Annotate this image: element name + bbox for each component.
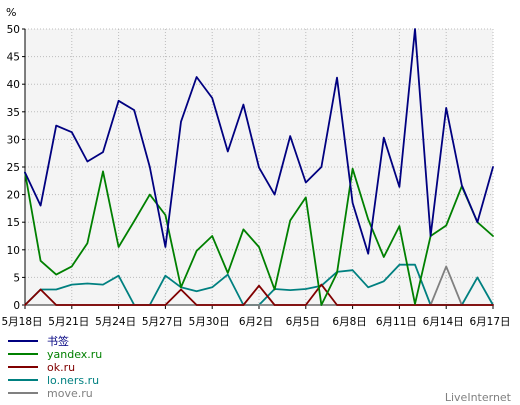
x-tick-label: 6月2日 [239, 316, 273, 328]
y-tick-label: 0 [13, 300, 20, 312]
brand-label: LiveInternet [445, 391, 512, 404]
x-tick-label: 5月27日 [142, 316, 183, 328]
legend-item-bookmarks: 书签 [8, 334, 69, 348]
legend-label: lo.ners.ru [47, 374, 99, 387]
legend-label: 书签 [47, 334, 69, 348]
x-tick-label: 6月11日 [376, 316, 417, 328]
x-tick-label: 5月24日 [95, 316, 136, 328]
legend-label: ok.ru [47, 361, 75, 374]
y-tick-label: 40 [7, 79, 20, 91]
legend-label: yandex.ru [47, 348, 102, 361]
legend-item-loners: lo.ners.ru [8, 374, 99, 387]
y-tick-label: 10 [7, 245, 20, 257]
y-tick-label: 45 [7, 52, 20, 64]
x-axis: 5月18日 5月21日 5月24日 5月27日 5月30日 6月2日 6月5日 6月8日 6月1… [1, 305, 511, 328]
y-axis: 0 5 10 15 20 25 30 35 40 45 50 [7, 24, 25, 312]
y-tick-label: 15 [7, 217, 20, 229]
legend-item-move: move.ru [8, 387, 93, 400]
x-tick-label: 6月8日 [332, 316, 366, 328]
y-tick-label: 30 [7, 134, 20, 146]
series-group [24, 28, 494, 306]
x-tick-label: 5月18日 [1, 316, 42, 328]
x-tick-label: 6月14日 [423, 316, 464, 328]
series-line-bookmarks [24, 28, 494, 255]
y-tick-label: 50 [7, 24, 20, 36]
y-tick-label: 20 [7, 190, 20, 202]
y-tick-label: 25 [7, 162, 20, 174]
x-tick-label: 5月30日 [189, 316, 230, 328]
y-tick-label: 35 [7, 107, 20, 119]
x-tick-label: 5月21日 [48, 316, 89, 328]
legend-item-ok: ok.ru [8, 361, 75, 374]
legend-label: move.ru [47, 387, 93, 400]
legend-item-yandex: yandex.ru [8, 348, 102, 361]
y-axis-label: % [6, 6, 16, 19]
legend: 书签 yandex.ru ok.ru lo.ners.ru move.ru [8, 334, 102, 400]
x-tick-label: 6月17日 [469, 316, 510, 328]
y-tick-label: 5 [13, 272, 20, 284]
series-line-ok [24, 283, 494, 306]
series-line-yandex [24, 167, 494, 306]
x-tick-label: 6月5日 [286, 316, 320, 328]
